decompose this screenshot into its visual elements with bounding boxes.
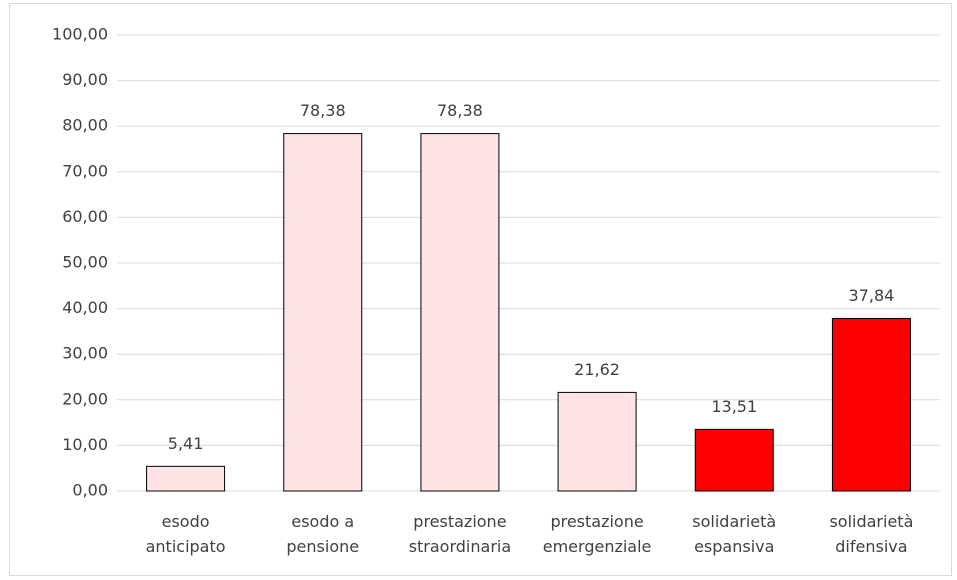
x-tick-label: esodo a pensione	[286, 512, 359, 556]
y-tick-label: 20,00	[62, 389, 108, 408]
x-tick-label: solidarietà espansiva	[692, 512, 776, 556]
x-tick-label: esodo anticipato	[146, 512, 226, 556]
y-tick-label: 90,00	[62, 70, 108, 89]
bar	[420, 133, 500, 492]
x-tick-label: prestazione straordinaria	[409, 512, 511, 556]
data-label: 78,38	[300, 101, 346, 120]
data-label: 78,38	[437, 101, 483, 120]
y-tick-label: 70,00	[62, 161, 108, 180]
data-label: 21,62	[574, 360, 620, 379]
data-label: 37,84	[849, 286, 895, 305]
data-label: 5,41	[168, 434, 204, 453]
y-tick-label: 10,00	[62, 435, 108, 454]
y-tick-label: 40,00	[62, 298, 108, 317]
y-tick-label: 0,00	[72, 481, 108, 500]
bar	[694, 428, 774, 492]
y-tick-label: 50,00	[62, 253, 108, 272]
y-tick-label: 80,00	[62, 116, 108, 135]
data-label: 13,51	[711, 397, 757, 416]
y-tick-label: 60,00	[62, 207, 108, 226]
bar	[831, 317, 911, 492]
bar	[283, 133, 363, 492]
x-tick-label: prestazione emergenziale	[543, 512, 652, 556]
y-tick-label: 100,00	[52, 25, 108, 44]
y-tick-label: 30,00	[62, 344, 108, 363]
bar	[557, 391, 637, 492]
x-tick-label: solidarietà difensiva	[829, 512, 913, 556]
bar	[146, 465, 226, 492]
